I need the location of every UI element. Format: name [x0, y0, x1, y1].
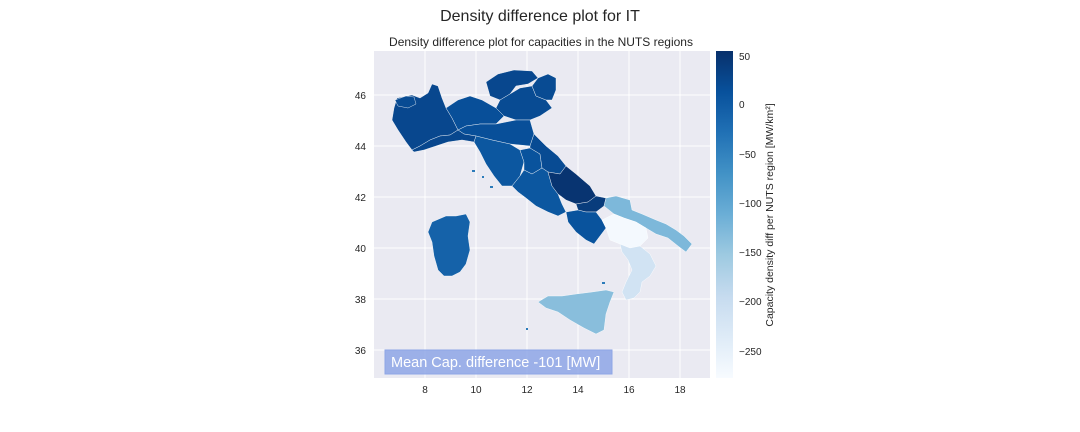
colorbar-label: Capacity density diff per NUTS region [M…	[764, 103, 776, 326]
region-friuli	[531, 73, 557, 101]
x-tick-label: 14	[572, 385, 584, 396]
colorbar-tick-label: −150	[739, 248, 762, 259]
region-sardegna	[427, 213, 471, 277]
region-lazio	[511, 167, 567, 217]
island-capraia	[472, 170, 475, 172]
colorbar-tick-label: −100	[739, 199, 762, 210]
annotation-text: Mean Cap. difference -101 [MW]	[391, 355, 600, 371]
colorbar-tick-label: −50	[739, 150, 756, 161]
region-trentino	[485, 69, 539, 101]
y-tick-label: 40	[355, 244, 367, 255]
region-lombardia	[445, 95, 505, 131]
annotation-box	[384, 349, 613, 375]
colorbar-tick-label: 0	[739, 100, 745, 111]
x-tick-label: 18	[674, 385, 686, 396]
y-tick-label: 46	[355, 91, 367, 102]
y-tick-label: 44	[355, 142, 367, 153]
colorbar: 50 0 −50 −100 −150 −200 −250 Capacity de…	[716, 51, 776, 378]
small-islands	[472, 170, 605, 330]
y-tick-label: 36	[355, 346, 367, 357]
y-tick-label: 38	[355, 295, 367, 306]
island-eolie	[602, 282, 605, 284]
regions	[391, 69, 693, 335]
figure-title: Density difference plot for IT	[440, 8, 640, 25]
island-giglio	[490, 186, 493, 188]
colorbar-tick-label: −250	[739, 347, 762, 358]
y-tick-label: 42	[355, 193, 367, 204]
island-pantelleria	[526, 328, 528, 330]
x-tick-label: 8	[422, 385, 428, 396]
axes-title: Density difference plot for capacities i…	[389, 35, 693, 49]
island-elba	[482, 176, 484, 178]
mean-difference-annotation: Mean Cap. difference -101 [MW]	[384, 349, 613, 375]
colorbar-tick-label: −200	[739, 297, 762, 308]
region-sicilia	[537, 289, 615, 335]
region-valle-daosta	[394, 95, 417, 109]
region-campania	[565, 209, 607, 245]
x-tick-label: 12	[521, 385, 533, 396]
x-tick-label: 10	[470, 385, 482, 396]
x-tick-labels: 8 10 12 14 16 18	[422, 385, 686, 396]
colorbar-tick-label: 50	[739, 52, 751, 63]
region-basilicata	[601, 213, 649, 249]
region-calabria	[619, 243, 657, 301]
colorbar-gradient	[716, 51, 733, 378]
x-tick-label: 16	[623, 385, 635, 396]
y-tick-labels: 46 44 42 40 38 36	[355, 91, 367, 357]
